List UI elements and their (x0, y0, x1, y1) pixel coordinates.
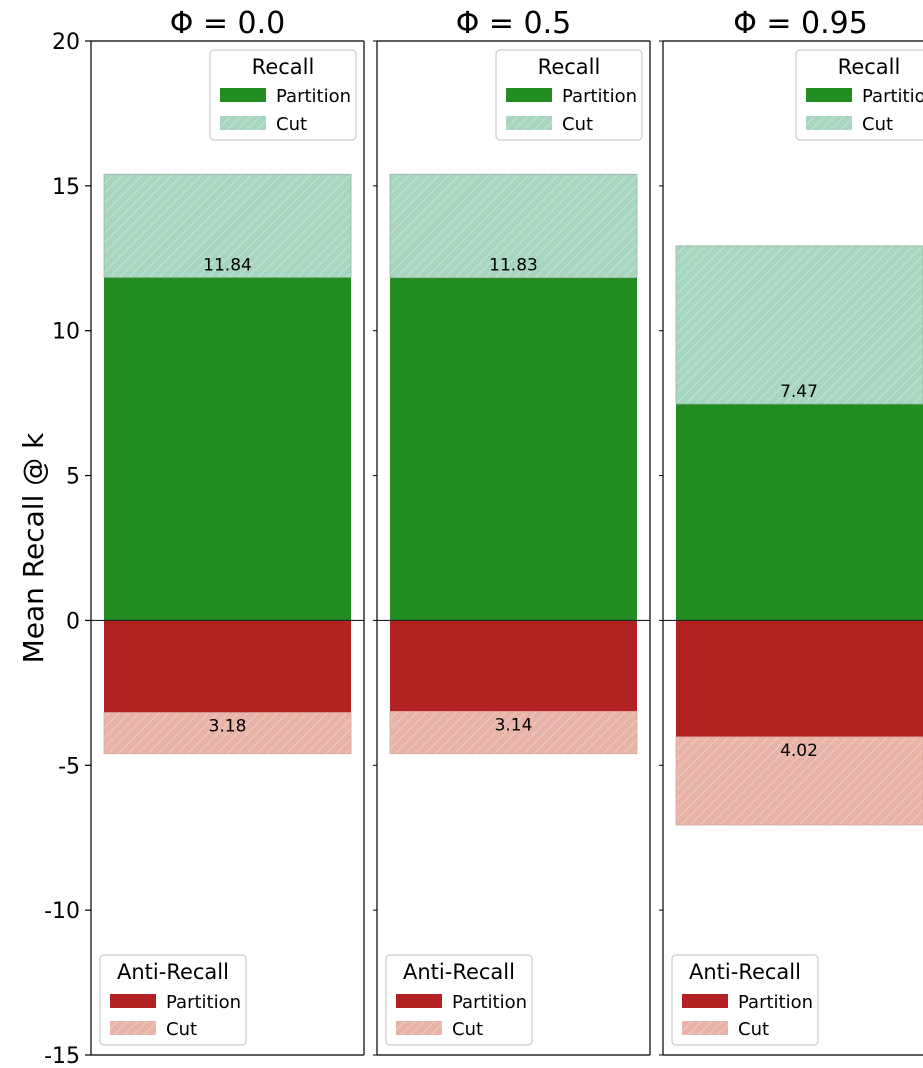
legend-entry: Partition (862, 86, 923, 107)
bar-label-recall: 11.84 (203, 255, 252, 275)
panel-title: Φ = 0.95 (733, 6, 868, 41)
y-tick-label: -15 (44, 1044, 80, 1068)
legend-entry: Cut (738, 1019, 769, 1040)
legend-swatch-cut (396, 1021, 442, 1035)
panel-2: 7.474.02Φ = 0.95RecallPartitionCutAnti-R… (659, 6, 923, 1056)
legend-entry: Partition (562, 86, 637, 107)
y-tick-label: -10 (44, 899, 80, 924)
legend-recall: Recall Partition Cut (209, 49, 357, 141)
legend-swatch-cut (506, 116, 552, 130)
bar-recall-partition (390, 277, 637, 621)
bar-anti-partition (676, 620, 923, 737)
legend-anti-recall: Anti-Recall Partition Cut (671, 954, 819, 1046)
legend-swatch-partition (682, 994, 728, 1008)
legend-entry: Cut (562, 114, 593, 135)
bar-anti-partition (390, 620, 637, 712)
y-tick-label: 20 (52, 30, 80, 55)
legend-entry: Cut (276, 114, 307, 135)
legend-swatch-cut (806, 116, 852, 130)
y-tick-label: 5 (66, 465, 80, 490)
legend-swatch-cut (110, 1021, 156, 1035)
panels: 11.843.18Φ = 0.0RecallPartitionCutAnti-R… (90, 6, 923, 1056)
y-tick-label: 15 (52, 175, 80, 200)
legend-entry: Cut (166, 1019, 197, 1040)
bar-label-anti: 3.14 (495, 715, 533, 735)
legend-entry: Cut (452, 1019, 483, 1040)
bar-anti-cut (389, 710, 638, 755)
y-tick-label: 0 (66, 609, 80, 634)
legend-title: Anti-Recall (689, 960, 801, 984)
legend-swatch-partition (220, 88, 266, 102)
legend-title: Anti-Recall (117, 960, 229, 984)
legend-swatch-partition (506, 88, 552, 102)
panel-title: Φ = 0.0 (170, 6, 286, 41)
bar-recall-partition (676, 404, 923, 621)
legend-title: Anti-Recall (403, 960, 515, 984)
bar-label-anti: 3.18 (209, 717, 247, 737)
legend-recall: Recall Partition Cut (795, 49, 923, 141)
legend-anti-recall: Anti-Recall Partition Cut (99, 954, 247, 1046)
bar-recall-cut (389, 173, 638, 279)
y-axis-label: Mean Recall @ k (17, 432, 50, 664)
legend-title: Recall (538, 55, 601, 79)
y-tick-label: -5 (58, 754, 80, 779)
legend-entry: Partition (452, 992, 527, 1013)
bar-recall-cut (675, 245, 923, 405)
legend-swatch-cut (682, 1021, 728, 1035)
legend-swatch-partition (806, 88, 852, 102)
legend-entry: Partition (276, 86, 351, 107)
legend-entry: Partition (738, 992, 813, 1013)
legend-swatch-partition (396, 994, 442, 1008)
panel-title: Φ = 0.5 (456, 6, 572, 41)
bar-anti-partition (104, 620, 351, 713)
legend-swatch-partition (110, 994, 156, 1008)
legend-anti-recall: Anti-Recall Partition Cut (385, 954, 533, 1046)
legend-entry: Cut (862, 114, 893, 135)
panel-0: 11.843.18Φ = 0.0RecallPartitionCutAnti-R… (90, 6, 365, 1056)
bar-label-recall: 11.83 (489, 256, 538, 276)
legend-entry: Partition (166, 992, 241, 1013)
bar-recall-cut (103, 173, 352, 278)
bar-label-recall: 7.47 (780, 382, 818, 402)
y-tick-label: 10 (52, 320, 80, 345)
panel-1: 11.833.14Φ = 0.5RecallPartitionCutAnti-R… (373, 6, 651, 1056)
legend-swatch-cut (220, 116, 266, 130)
legend-title: Recall (838, 55, 901, 79)
bar-label-anti: 4.02 (780, 741, 818, 761)
y-axis: -15 -10 -5 0 5 10 15 20 (44, 30, 91, 1068)
legend-title: Recall (252, 55, 315, 79)
legend-recall: Recall Partition Cut (495, 49, 643, 141)
bar-recall-partition (104, 277, 351, 621)
bar-anti-cut (103, 712, 352, 755)
bar-anti-cut (675, 736, 923, 826)
